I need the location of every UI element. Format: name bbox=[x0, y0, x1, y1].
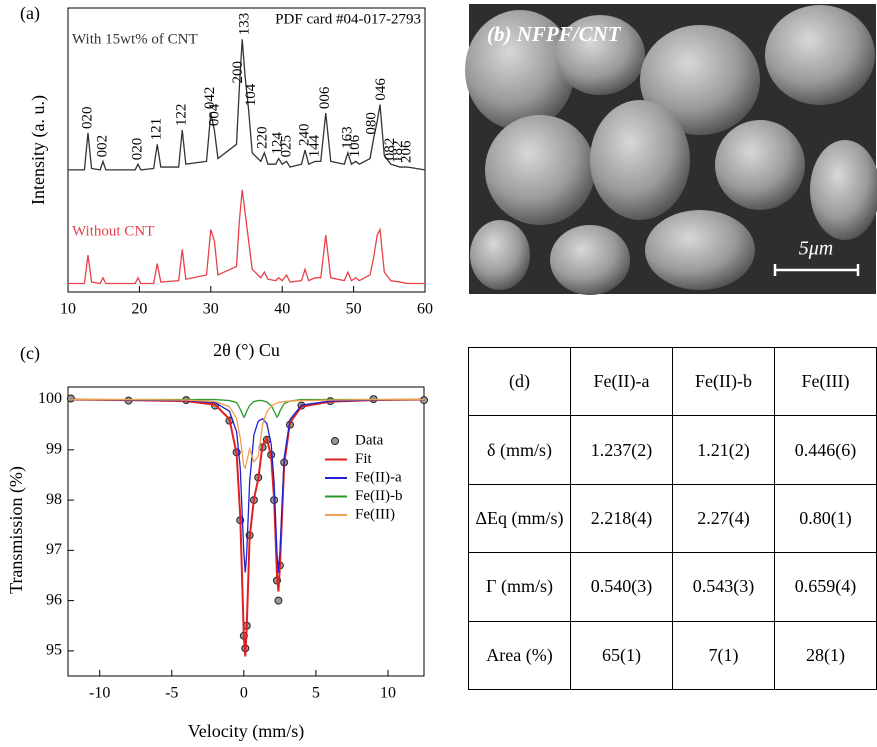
peak-label: 020 bbox=[129, 138, 145, 161]
table-cell: ΔEq (mm/s) bbox=[468, 483, 571, 554]
series-line bbox=[68, 189, 425, 285]
legend-symbol bbox=[331, 437, 339, 445]
peak-label: 004 bbox=[207, 103, 223, 126]
x-tick-label: 0 bbox=[240, 685, 248, 702]
legend-label: Fe(II)-a bbox=[355, 469, 402, 485]
legend-label: Fit bbox=[355, 451, 373, 467]
series-line bbox=[70, 398, 424, 470]
plot-frame bbox=[67, 386, 425, 677]
y-tick-label: 99 bbox=[46, 440, 62, 457]
x-tick-label: 10 bbox=[380, 685, 396, 702]
peak-label: 122 bbox=[174, 104, 190, 127]
peak-label: 121 bbox=[149, 118, 165, 141]
table-row: Area (%) 65(1) 7(1) 28(1) bbox=[468, 620, 877, 691]
peak-label: 200 bbox=[230, 61, 246, 84]
table-cell: (d) bbox=[468, 346, 571, 417]
x-tick-label: 40 bbox=[274, 301, 290, 318]
peak-label: 163 bbox=[339, 126, 355, 149]
table-cell: 1.21(2) bbox=[672, 415, 775, 485]
panel-label: (a) bbox=[20, 3, 40, 24]
peak-label: 002 bbox=[94, 135, 110, 158]
table-cell: 7(1) bbox=[672, 620, 775, 691]
legend-label: Fe(II)-b bbox=[355, 488, 402, 504]
data-point bbox=[274, 596, 283, 605]
x-tick-label: -5 bbox=[165, 685, 178, 702]
table-cell: 0.543(3) bbox=[672, 552, 775, 622]
legend-label: Data bbox=[355, 432, 384, 448]
annotation: PDF card #04-017-2793 bbox=[275, 11, 421, 27]
peak-label: 082 bbox=[382, 138, 398, 161]
table-cell: 0.540(3) bbox=[570, 552, 673, 622]
x-axis-label: 2θ (°) Cu bbox=[213, 340, 280, 361]
y-tick-label: 96 bbox=[46, 591, 62, 608]
table-row: δ (mm/s) 1.237(2) 1.21(2) 0.446(6) bbox=[468, 415, 877, 485]
peak-label: 020 bbox=[79, 106, 95, 129]
table-row: (d) Fe(II)-a Fe(II)-b Fe(III) bbox=[468, 346, 877, 417]
parameter-table: (d) Fe(II)-a Fe(II)-b Fe(III) δ (mm/s) 1.237(… bbox=[468, 346, 877, 691]
series-label: Without CNT bbox=[72, 223, 154, 239]
data-point bbox=[66, 394, 75, 403]
x-tick-label: 30 bbox=[203, 301, 219, 318]
series-line bbox=[70, 398, 424, 419]
table-cell: 0.80(1) bbox=[774, 483, 877, 554]
image-label: (b) NFPF/CNT bbox=[487, 22, 622, 46]
peak-label: 025 bbox=[279, 135, 295, 158]
x-tick-label: -10 bbox=[89, 685, 110, 702]
y-axis-label: Transmission (%) bbox=[6, 466, 27, 594]
x-tick-label: 60 bbox=[417, 301, 433, 318]
table-row: ΔEq (mm/s) 2.218(4) 2.27(4) 0.80(1) bbox=[468, 483, 877, 554]
table-cell: δ (mm/s) bbox=[468, 415, 571, 485]
table-cell: 28(1) bbox=[774, 620, 877, 691]
peak-label: 046 bbox=[373, 78, 389, 101]
table-cell: Fe(II)-a bbox=[570, 346, 673, 417]
plot-frame bbox=[67, 7, 426, 293]
legend-label: Fe(III) bbox=[355, 506, 395, 522]
table-cell: Γ (mm/s) bbox=[468, 552, 571, 622]
x-tick-label: 10 bbox=[60, 301, 76, 318]
x-axis-label: Velocity (mm/s) bbox=[188, 721, 304, 742]
x-tick-label: 50 bbox=[346, 301, 362, 318]
y-tick-label: 95 bbox=[46, 642, 62, 659]
peak-label: 206 bbox=[399, 140, 415, 163]
y-tick-label: 97 bbox=[46, 541, 62, 558]
table-cell: 1.237(2) bbox=[570, 415, 673, 485]
peak-label: 080 bbox=[364, 112, 380, 135]
peak-label: 104 bbox=[243, 83, 259, 106]
peak-label: 042 bbox=[202, 87, 218, 110]
x-tick-label: 5 bbox=[312, 685, 320, 702]
x-tick-label: 20 bbox=[131, 301, 147, 318]
peak-label: 144 bbox=[306, 134, 322, 157]
peak-label: 182 bbox=[390, 141, 406, 164]
peak-label: 106 bbox=[347, 134, 363, 157]
y-tick-label: 98 bbox=[46, 491, 62, 508]
series-line bbox=[70, 398, 425, 574]
y-axis-label: Intensity (a. u.) bbox=[28, 95, 49, 205]
sem-image: (b) NFPF/CNT 5μm bbox=[465, 4, 877, 295]
series-line bbox=[68, 39, 426, 171]
table-cell: 0.446(6) bbox=[774, 415, 877, 485]
panel-label: (c) bbox=[20, 343, 40, 364]
peak-label: 240 bbox=[296, 124, 312, 147]
peak-label: 124 bbox=[269, 132, 285, 155]
peak-label: 006 bbox=[317, 86, 333, 109]
table-cell: Fe(II)-b bbox=[672, 346, 775, 417]
scale-bar bbox=[773, 264, 860, 276]
table-cell: 2.27(4) bbox=[672, 483, 775, 554]
peak-label: 133 bbox=[237, 13, 253, 36]
table-cell: 0.659(4) bbox=[774, 552, 877, 622]
table-cell: 65(1) bbox=[570, 620, 673, 691]
scale-bar-label: 5μm bbox=[799, 238, 833, 260]
series-label: With 15wt% of CNT bbox=[72, 31, 198, 47]
peak-label: 220 bbox=[254, 126, 270, 149]
table-row: Γ (mm/s) 0.540(3) 0.543(3) 0.659(4) bbox=[468, 552, 877, 622]
y-tick-label: 100 bbox=[38, 390, 62, 407]
table-cell: Area (%) bbox=[468, 620, 571, 691]
table-cell: Fe(III) bbox=[774, 346, 877, 417]
table-cell: 2.218(4) bbox=[570, 483, 673, 554]
